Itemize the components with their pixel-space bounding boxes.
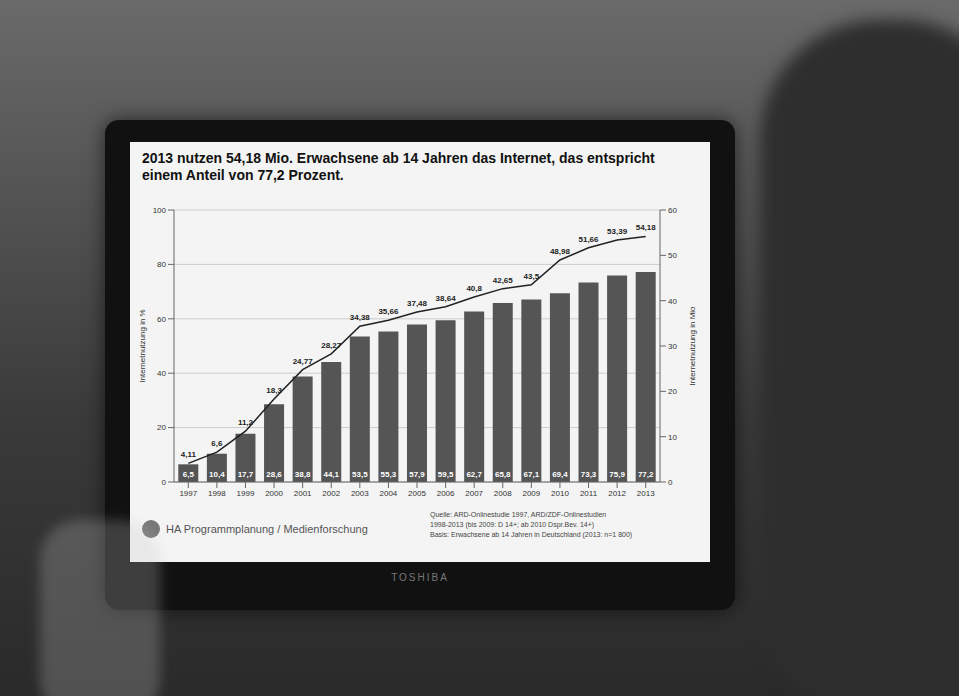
svg-text:2000: 2000 [265,489,283,498]
svg-text:60: 60 [157,315,166,324]
html-text:2013 nutzen 54,18 Mio. Erwachs: 2013 nutzen 54,18 Mio. Erwachsene ab 14 … [142,150,655,183]
svg-text:0: 0 [668,478,673,487]
svg-text:77,2: 77,2 [638,470,654,479]
svg-text:2012: 2012 [608,489,626,498]
svg-text:53,39: 53,39 [607,227,628,236]
svg-text:40: 40 [668,297,677,306]
svg-text:10,4: 10,4 [209,470,225,479]
html-text:1998-2013 (bis 2009: D 14+; ab: 1998-2013 (bis 2009: D 14+; ab 2010 Dspr… [430,521,595,528]
svg-text:37,48: 37,48 [407,299,428,308]
html-text:Basis: Erwachsene ab 14 Jahren: Basis: Erwachsene ab 14 Jahren in Deutsc… [430,531,633,538]
svg-text:38,8: 38,8 [295,470,311,479]
svg-text:35,66: 35,66 [378,307,399,316]
svg-text:59,5: 59,5 [438,470,454,479]
svg-text:42,65: 42,65 [493,276,514,285]
svg-text:60: 60 [668,206,677,215]
svg-text:2009: 2009 [522,489,540,498]
svg-text:2013: 2013 [637,489,655,498]
svg-text:44,1: 44,1 [323,470,339,479]
svg-text:28,6: 28,6 [266,470,282,479]
svg-text:24,77: 24,77 [293,357,314,366]
svg-text:20: 20 [157,423,166,432]
svg-text:2010: 2010 [551,489,569,498]
svg-text:50: 50 [668,251,677,260]
svg-text:30: 30 [668,342,677,351]
svg-text:2007: 2007 [465,489,483,498]
svg-text:6,5: 6,5 [183,470,195,479]
svg-text:80: 80 [157,260,166,269]
svg-text:67,1: 67,1 [524,470,540,479]
svg-text:2005: 2005 [408,489,426,498]
svg-text:65,8: 65,8 [495,470,511,479]
svg-text:2001: 2001 [294,489,312,498]
svg-text:2008: 2008 [494,489,512,498]
svg-text:Internetnutzung in %: Internetnutzung in % [138,309,147,382]
svg-text:43,5: 43,5 [524,272,540,281]
svg-text:62,7: 62,7 [466,470,482,479]
svg-text:40,8: 40,8 [466,284,482,293]
svg-text:51,66: 51,66 [579,235,600,244]
svg-text:6,6: 6,6 [211,439,223,448]
svg-text:2004: 2004 [380,489,398,498]
svg-text:34,38: 34,38 [350,313,371,322]
svg-text:57,9: 57,9 [409,470,425,479]
svg-text:1997: 1997 [179,489,197,498]
svg-text:38,64: 38,64 [436,294,457,303]
svg-text:2006: 2006 [437,489,455,498]
html-text:TOSHIBA: TOSHIBA [391,572,449,583]
html-text:Quelle: ARD-Onlinestudie 1997,: Quelle: ARD-Onlinestudie 1997, ARD/ZDF-O… [430,511,607,518]
html-text:HA Programmplanung / Medienfor: HA Programmplanung / Medienforschung [166,523,368,535]
svg-text:20: 20 [668,387,677,396]
svg-text:75,9: 75,9 [609,470,625,479]
svg-text:28,27: 28,27 [321,341,342,350]
svg-text:17,7: 17,7 [238,470,254,479]
svg-text:4,11: 4,11 [181,450,197,459]
svg-text:1998: 1998 [208,489,226,498]
svg-text:100: 100 [153,206,167,215]
svg-text:69,4: 69,4 [552,470,568,479]
svg-text:2002: 2002 [322,489,340,498]
svg-text:53,5: 53,5 [352,470,368,479]
svg-text:11,2: 11,2 [238,418,254,427]
svg-text:55,3: 55,3 [381,470,397,479]
svg-text:18,3: 18,3 [266,386,282,395]
svg-text:73,3: 73,3 [581,470,597,479]
svg-text:0: 0 [162,478,167,487]
svg-text:48,98: 48,98 [550,247,571,256]
svg-text:1999: 1999 [237,489,255,498]
svg-text:Internetnutzung in Mio: Internetnutzung in Mio [688,306,697,386]
svg-text:10: 10 [668,433,677,442]
svg-text:54,18: 54,18 [636,223,657,232]
svg-text:40: 40 [157,369,166,378]
svg-text:2003: 2003 [351,489,369,498]
svg-text:2011: 2011 [580,489,598,498]
